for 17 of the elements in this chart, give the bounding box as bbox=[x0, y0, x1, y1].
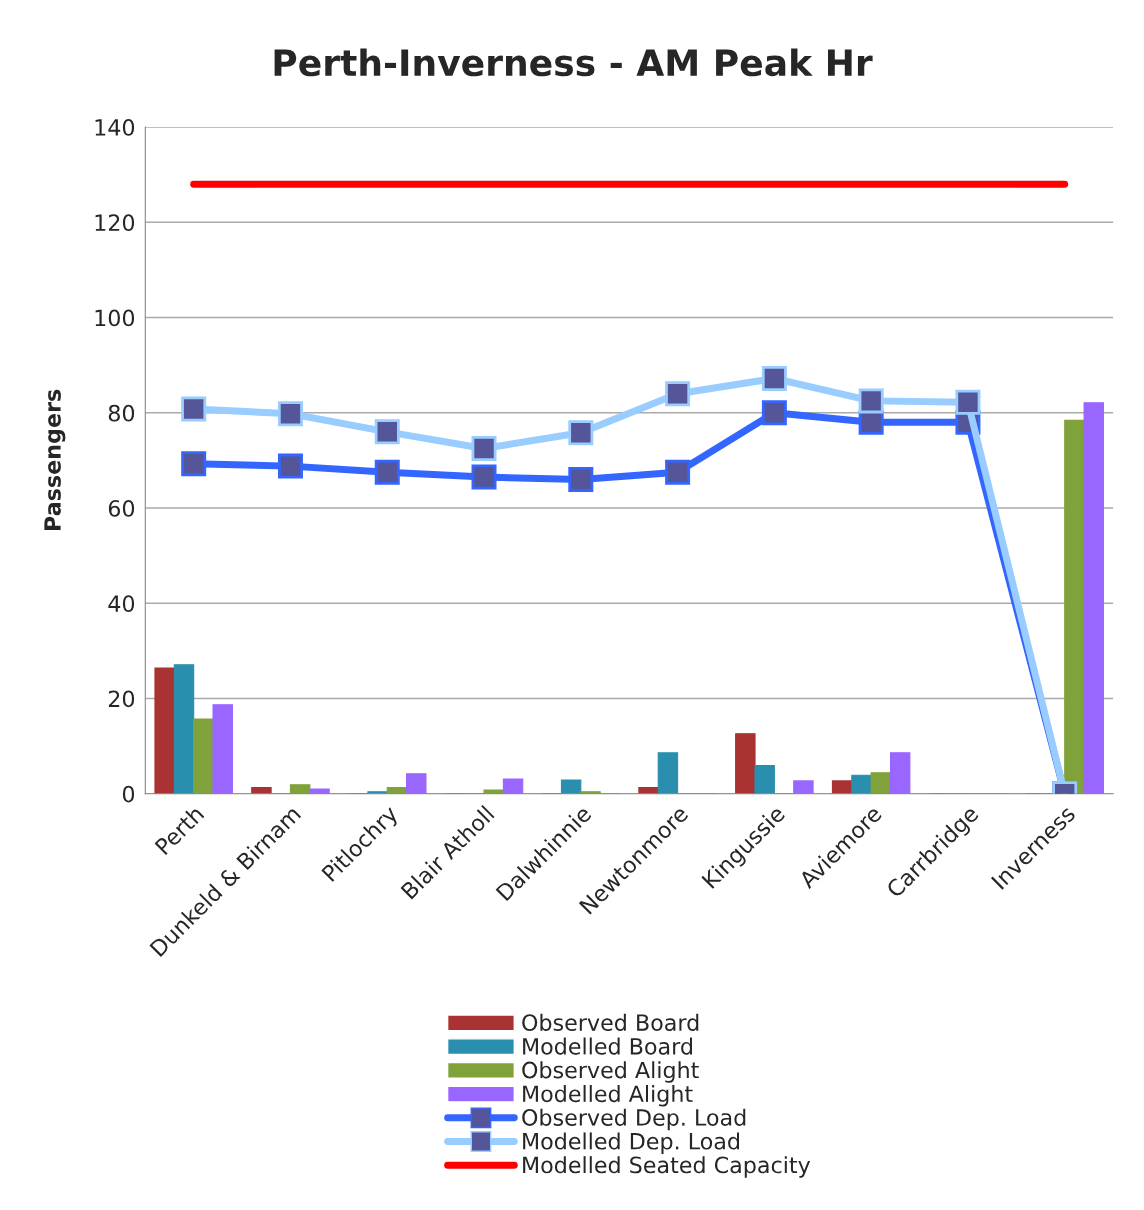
y-axis-title: Passengers bbox=[44, 389, 66, 530]
y-tick-label: 20 bbox=[108, 690, 135, 708]
legend-label: Observed Dep. Load bbox=[522, 1108, 746, 1131]
y-tick-label: 100 bbox=[95, 309, 135, 327]
y-tick-label: 120 bbox=[95, 214, 135, 232]
y-tick-label: 60 bbox=[108, 499, 135, 517]
legend-label: Observed Board bbox=[522, 1013, 699, 1031]
legend-label: Modelled Seated Capacity bbox=[523, 1156, 811, 1178]
legend-label: Modelled Alight bbox=[523, 1084, 693, 1107]
y-tick-label: 40 bbox=[108, 595, 135, 613]
y-tick-label: 0 bbox=[122, 785, 135, 803]
y-tick-label: 140 bbox=[95, 119, 135, 136]
legend-label: Modelled Board bbox=[523, 1037, 692, 1055]
y-tick-label: 80 bbox=[108, 404, 135, 422]
legend-label: Modelled Dep. Load bbox=[523, 1132, 739, 1154]
legend-label: Observed Alight bbox=[522, 1061, 699, 1083]
chart-title: Perth-Inverness - AM Peak Hr bbox=[274, 48, 873, 77]
